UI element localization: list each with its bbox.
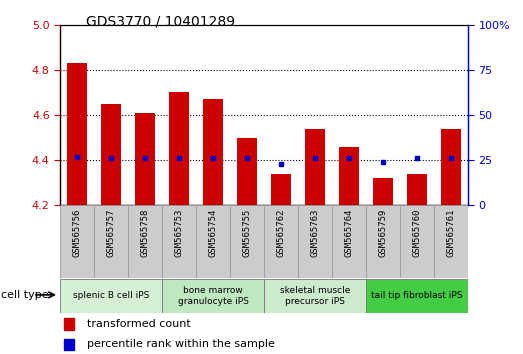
Bar — [441, 129, 461, 205]
FancyBboxPatch shape — [60, 205, 94, 278]
Text: GSM565760: GSM565760 — [413, 209, 422, 257]
Text: cell type: cell type — [1, 290, 49, 300]
Bar — [64, 318, 74, 330]
Bar — [237, 138, 257, 205]
Text: GDS3770 / 10401289: GDS3770 / 10401289 — [86, 14, 235, 28]
Bar — [64, 338, 74, 350]
Text: GSM565763: GSM565763 — [311, 209, 320, 257]
FancyBboxPatch shape — [230, 205, 264, 278]
Bar — [203, 99, 223, 205]
Bar — [67, 63, 87, 205]
FancyBboxPatch shape — [128, 205, 162, 278]
FancyBboxPatch shape — [94, 205, 128, 278]
FancyBboxPatch shape — [366, 205, 400, 278]
Text: tail tip fibroblast iPS: tail tip fibroblast iPS — [371, 291, 463, 300]
Bar — [407, 174, 427, 205]
Text: transformed count: transformed count — [87, 319, 190, 329]
Text: skeletal muscle
precursor iPS: skeletal muscle precursor iPS — [280, 286, 350, 306]
FancyBboxPatch shape — [264, 279, 366, 313]
Text: percentile rank within the sample: percentile rank within the sample — [87, 339, 275, 349]
Text: bone marrow
granulocyte iPS: bone marrow granulocyte iPS — [178, 286, 248, 306]
FancyBboxPatch shape — [264, 205, 298, 278]
FancyBboxPatch shape — [366, 279, 468, 313]
Text: GSM565758: GSM565758 — [141, 209, 150, 257]
FancyBboxPatch shape — [162, 205, 196, 278]
Bar — [135, 113, 155, 205]
Bar — [305, 129, 325, 205]
FancyBboxPatch shape — [434, 205, 468, 278]
FancyBboxPatch shape — [60, 279, 162, 313]
Text: GSM565757: GSM565757 — [107, 209, 116, 257]
FancyBboxPatch shape — [332, 205, 366, 278]
Bar — [339, 147, 359, 205]
Bar — [169, 92, 189, 205]
Text: GSM565756: GSM565756 — [73, 209, 82, 257]
Text: GSM565761: GSM565761 — [447, 209, 456, 257]
Bar — [101, 104, 121, 205]
FancyBboxPatch shape — [162, 279, 264, 313]
Text: GSM565755: GSM565755 — [243, 209, 252, 257]
Text: GSM565754: GSM565754 — [209, 209, 218, 257]
Text: GSM565753: GSM565753 — [175, 209, 184, 257]
Text: GSM565762: GSM565762 — [277, 209, 286, 257]
FancyBboxPatch shape — [196, 205, 230, 278]
Bar — [271, 174, 291, 205]
Text: splenic B cell iPS: splenic B cell iPS — [73, 291, 150, 300]
Text: GSM565764: GSM565764 — [345, 209, 354, 257]
Text: GSM565759: GSM565759 — [379, 209, 388, 257]
FancyBboxPatch shape — [400, 205, 434, 278]
Bar — [373, 178, 393, 205]
FancyBboxPatch shape — [298, 205, 332, 278]
